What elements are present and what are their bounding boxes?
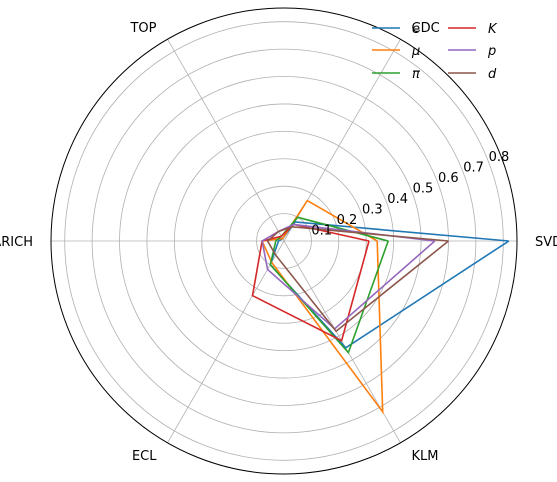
r-tick-label-8: 0.8 bbox=[489, 150, 510, 165]
axis-label-arich: ARICH bbox=[0, 235, 33, 250]
series-line-4 bbox=[251, 223, 370, 342]
axis-labels: SVD CDC TOP ARICH ECL KLM bbox=[0, 21, 557, 464]
legend-label-6: d bbox=[488, 67, 497, 82]
r-tick-label-2: 0.2 bbox=[337, 213, 358, 228]
axis-label-top: TOP bbox=[129, 21, 156, 36]
series-line-6 bbox=[266, 225, 450, 333]
axis-label-ecl: ECL bbox=[132, 449, 157, 464]
r-tick-label-3: 0.3 bbox=[362, 203, 383, 218]
series-lines bbox=[251, 199, 510, 415]
legend-label-2: μ bbox=[411, 44, 420, 59]
axis-label-klm: KLM bbox=[412, 449, 439, 464]
r-tick-label-6: 0.6 bbox=[438, 171, 459, 186]
legend-label-5: p bbox=[487, 44, 496, 59]
r-tick-label-7: 0.7 bbox=[463, 161, 484, 176]
series-line-3 bbox=[269, 216, 389, 355]
r-tick-label-5: 0.5 bbox=[413, 182, 434, 197]
axis-label-cdc: CDC bbox=[412, 21, 440, 36]
legend-label-3: π bbox=[412, 67, 420, 82]
outer-frame bbox=[50, 7, 518, 475]
r-tick-label-1: 0.1 bbox=[311, 224, 332, 239]
r-tick-label-4: 0.4 bbox=[387, 192, 408, 207]
spoke-top bbox=[167, 39, 285, 242]
spoke-ecl bbox=[167, 240, 285, 443]
series-line-1 bbox=[269, 221, 510, 349]
legend-label-1: e bbox=[412, 22, 420, 37]
r-tick-labels: 0.1 0.2 0.3 0.4 0.5 0.6 0.7 0.8 bbox=[311, 150, 509, 238]
legend: eμπ Kpd bbox=[372, 22, 498, 82]
axis-label-svd: SVD bbox=[535, 235, 557, 250]
legend-label-4: K bbox=[488, 22, 498, 37]
